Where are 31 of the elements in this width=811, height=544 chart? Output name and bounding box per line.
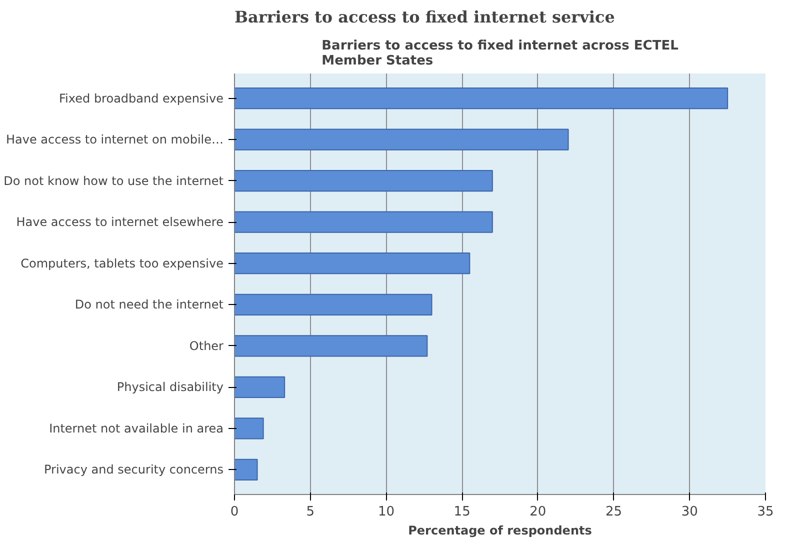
y-tick-label: Have access to internet on mobile… — [6, 132, 224, 147]
x-axis-title: Percentage of respondents — [408, 524, 592, 538]
x-tick-label: 10 — [378, 504, 394, 520]
bar — [234, 335, 428, 357]
x-tick-label: 30 — [681, 504, 698, 520]
bar — [234, 294, 432, 316]
bar — [234, 252, 470, 274]
y-tick-label: Privacy and security concerns — [44, 462, 224, 477]
bar — [234, 418, 264, 440]
x-tick-label: 5 — [306, 504, 315, 520]
x-tick-label: 15 — [454, 504, 470, 520]
x-tick-label: 25 — [606, 504, 622, 520]
chart-title: Barriers to access to fixed internet across ECTEL Member States — [322, 38, 678, 68]
y-tick-label: Internet not available in area — [49, 421, 224, 436]
y-tick-label: Fixed broadband expensive — [59, 91, 224, 106]
y-tick-label: Have access to internet elsewhere — [16, 215, 224, 230]
y-tick-label: Do not need the internet — [74, 298, 224, 312]
y-tick-label: Other — [189, 338, 224, 353]
bar — [234, 458, 258, 481]
bar — [234, 128, 569, 150]
text: Barriers to access to fixed internet service — [234, 8, 615, 26]
y-tick-label: Computers, tablets too expensive — [20, 256, 224, 270]
x-tick-label: 20 — [530, 504, 546, 520]
x-tick-label: 35 — [757, 504, 774, 520]
y-tick-label: Do not know how to use the internet — [4, 174, 224, 188]
bar — [234, 87, 728, 110]
x-tick-label: 0 — [230, 504, 239, 520]
bar — [234, 170, 493, 192]
y-tick-label: Physical disability — [116, 380, 224, 394]
bar — [234, 211, 493, 233]
bar — [234, 376, 286, 398]
